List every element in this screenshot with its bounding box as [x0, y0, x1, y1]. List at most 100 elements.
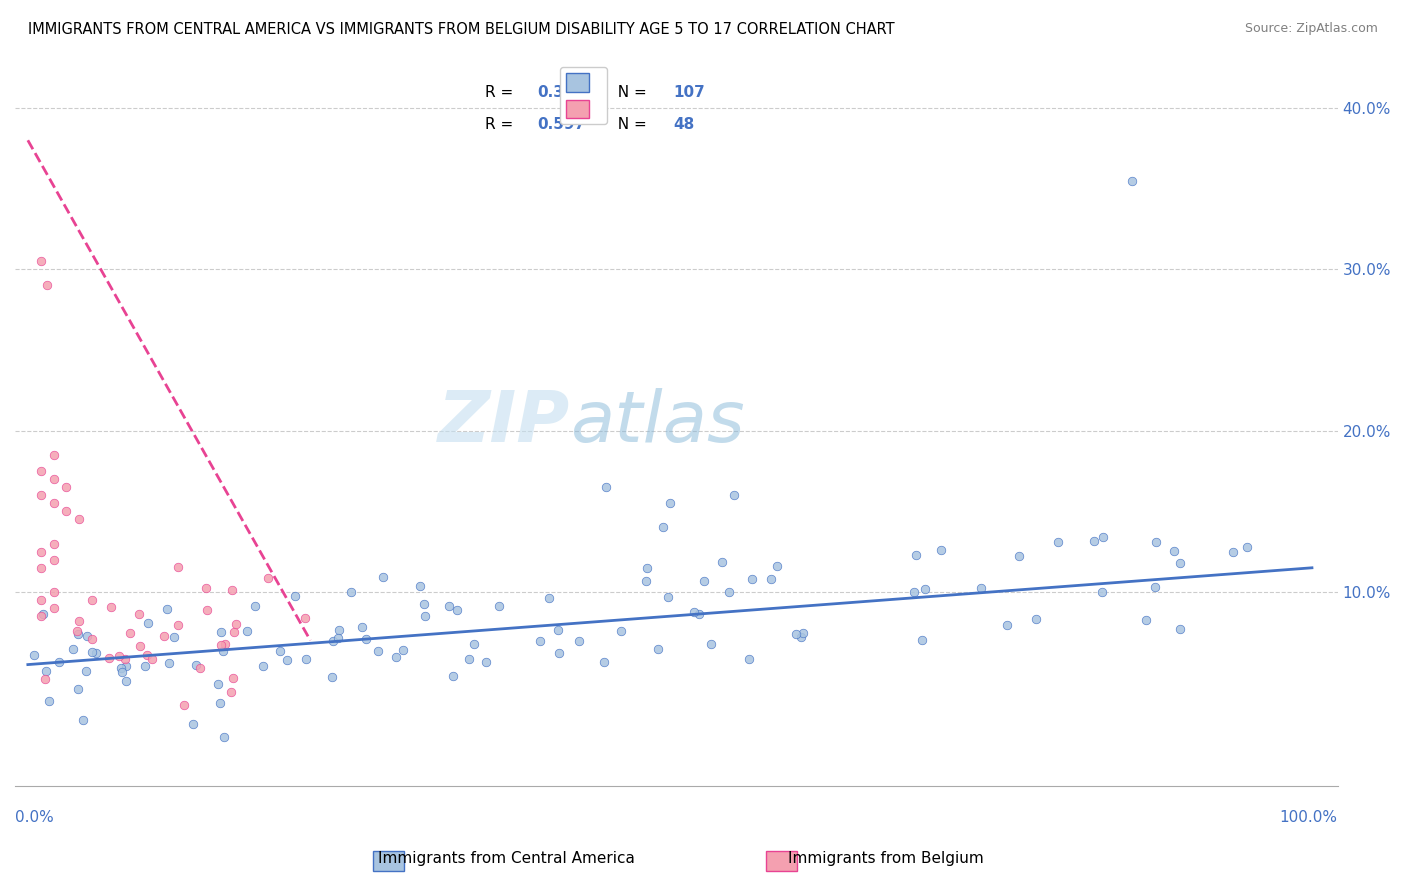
Point	[76, 629, 98, 643]
Legend: , : ,	[560, 67, 607, 124]
Point	[326, 631, 349, 645]
Point	[538, 591, 561, 605]
Point	[100, 599, 122, 614]
Point	[392, 643, 415, 657]
Point	[415, 609, 437, 624]
Point	[682, 605, 704, 619]
Point	[80, 645, 103, 659]
Point	[371, 570, 394, 584]
Point	[195, 581, 218, 595]
Point	[163, 631, 186, 645]
Point	[970, 581, 993, 595]
Point	[42, 448, 65, 462]
Point	[30, 609, 52, 624]
Point	[42, 472, 65, 486]
Point	[129, 639, 152, 653]
Point	[636, 574, 658, 588]
Point	[995, 617, 1018, 632]
Point	[385, 650, 408, 665]
Text: 48: 48	[673, 118, 695, 132]
Point	[657, 591, 679, 605]
Point	[72, 713, 94, 727]
Point	[637, 561, 659, 575]
Point	[134, 659, 156, 673]
Point	[136, 616, 159, 631]
Point	[529, 634, 551, 648]
Point	[30, 544, 52, 558]
Point	[276, 653, 298, 667]
Point	[1144, 580, 1167, 594]
Point	[295, 652, 318, 666]
Text: N =: N =	[607, 118, 651, 132]
Point	[167, 618, 190, 632]
Point	[212, 643, 235, 657]
Point	[1121, 173, 1143, 187]
Text: R =: R =	[485, 118, 517, 132]
Point	[356, 632, 378, 646]
Point	[328, 623, 350, 637]
Point	[437, 599, 460, 613]
Point	[252, 658, 274, 673]
Point	[67, 614, 90, 628]
Point	[792, 625, 814, 640]
Point	[55, 504, 77, 518]
Point	[173, 698, 195, 712]
Point	[55, 480, 77, 494]
Point	[914, 582, 936, 596]
Point	[181, 717, 204, 731]
Point	[458, 652, 481, 666]
Point	[48, 655, 70, 669]
Point	[219, 684, 242, 698]
Text: 0.0%: 0.0%	[15, 810, 53, 825]
Point	[190, 661, 212, 675]
Point	[738, 652, 761, 666]
Point	[322, 634, 344, 648]
Point	[155, 602, 177, 616]
Point	[610, 624, 633, 639]
Point	[658, 496, 681, 510]
Point	[1091, 530, 1114, 544]
Point	[294, 611, 316, 625]
Text: Immigrants from Belgium: Immigrants from Belgium	[787, 851, 984, 865]
Point	[1008, 549, 1031, 564]
Point	[62, 642, 84, 657]
Text: atlas: atlas	[571, 388, 745, 457]
Point	[31, 607, 53, 621]
Point	[413, 597, 436, 611]
Point	[741, 572, 763, 586]
Point	[195, 603, 218, 617]
Point	[221, 671, 243, 685]
Text: Immigrants from Central America: Immigrants from Central America	[378, 851, 634, 865]
Point	[114, 659, 136, 673]
Point	[214, 730, 236, 744]
Point	[37, 278, 59, 293]
Point	[42, 536, 65, 550]
Point	[766, 558, 789, 573]
Point	[111, 665, 134, 679]
Point	[1091, 585, 1114, 599]
Point	[321, 670, 343, 684]
Point	[35, 664, 58, 678]
Point	[256, 570, 278, 584]
Text: ZIP: ZIP	[439, 388, 571, 457]
Point	[785, 627, 807, 641]
Point	[80, 632, 103, 646]
Point	[1168, 556, 1191, 570]
Point	[24, 648, 46, 662]
Point	[1025, 612, 1047, 626]
Point	[225, 616, 247, 631]
Point	[66, 681, 89, 696]
Point	[1163, 544, 1185, 558]
Point	[463, 637, 485, 651]
Point	[208, 696, 231, 710]
Point	[152, 629, 174, 643]
Point	[441, 669, 464, 683]
Point	[34, 672, 56, 686]
Point	[114, 673, 136, 688]
Text: 0.320: 0.320	[537, 85, 586, 100]
Point	[409, 579, 432, 593]
FancyBboxPatch shape	[766, 851, 797, 871]
Point	[236, 624, 259, 638]
Point	[723, 488, 745, 502]
Point	[84, 646, 107, 660]
